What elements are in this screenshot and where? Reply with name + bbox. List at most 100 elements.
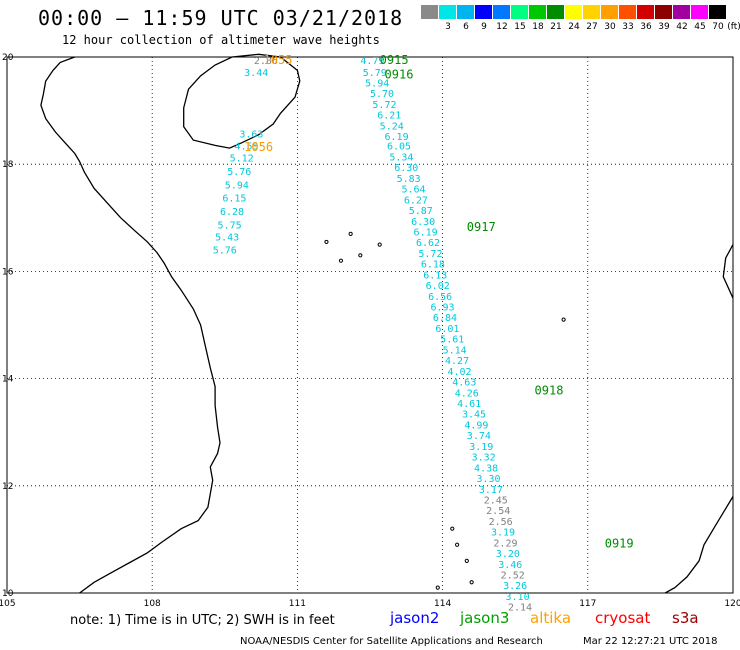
legend-label: 70 (712, 22, 724, 32)
wave-height-value: 5.64 (401, 185, 425, 196)
wave-height-value: 6.21 (377, 111, 401, 122)
wave-height-value: 5.75 (218, 221, 242, 232)
wave-height-value: 6.01 (435, 324, 459, 335)
legend-label: 45 (694, 22, 706, 32)
legend-label: 6 (463, 22, 469, 32)
wave-height-value: 5.14 (443, 345, 467, 356)
wave-height-value: 3.74 (467, 431, 491, 442)
wave-height-value: 4.38 (474, 463, 498, 474)
satellite-jason3: jason3 (460, 609, 510, 627)
lat-tick-label: 18 (2, 160, 14, 170)
wave-height-value: 6.28 (220, 207, 244, 218)
pass-time-label: 0919 (605, 536, 634, 550)
wave-height-value: 6.18 (421, 260, 445, 271)
legend-label: 24 (568, 22, 580, 32)
legend-label: 33 (622, 22, 634, 32)
island-marker (358, 253, 363, 258)
wave-height-value: 5.24 (380, 121, 404, 132)
legend-label: 21 (550, 22, 562, 32)
pass-time-label: 0915 (380, 53, 409, 67)
legend-swatch (511, 5, 529, 19)
island-marker (435, 585, 440, 590)
wave-height-value: 6.56 (428, 292, 452, 303)
wave-height-value: 2.86 (254, 56, 278, 67)
color-legend: 3 6 9 12 15 18 21 24 27 30 33 36 39 42 45 70 (ft) (421, 5, 740, 35)
legend-swatch (439, 5, 457, 19)
page-title: 00:00 – 11:59 UTC 03/21/2018 (38, 6, 404, 30)
legend-swatch (709, 5, 727, 19)
lon-tick-label: 111 (289, 599, 306, 609)
wave-height-value: 6.19 (385, 132, 409, 143)
satellite-s3a: s3a (672, 609, 699, 627)
palawan-coastline (664, 496, 734, 594)
legend-swatch (421, 5, 439, 19)
page-subtitle: 12 hour collection of altimeter wave hei… (62, 33, 380, 47)
island-marker (324, 239, 329, 245)
pass-time-label: 1056 (244, 140, 273, 154)
wave-height-value: 5.94 (225, 180, 249, 191)
wave-height-value: 5.79 (363, 68, 387, 79)
lat-tick-label: 10 (2, 589, 14, 599)
legend-swatch (601, 5, 619, 19)
wave-height-value: 5.76 (213, 246, 237, 257)
wave-height-value: 5.61 (440, 335, 464, 346)
lon-tick-label: 120 (724, 599, 740, 609)
wave-height-value: 6.05 (387, 142, 411, 153)
legend-label: 39 (658, 22, 670, 32)
legend-label: 12 (496, 22, 508, 32)
legend-swatch (493, 5, 511, 19)
wave-height-value: 6.84 (433, 313, 457, 324)
legend-label: 3 (445, 22, 451, 32)
island-marker (464, 558, 469, 563)
legend-swatch (583, 5, 601, 19)
wave-height-value: 6.19 (414, 227, 438, 238)
wave-height-value: 4.61 (457, 399, 481, 410)
legend-swatch (529, 5, 547, 19)
hainan-coastline (183, 53, 301, 149)
lat-tick-label: 12 (2, 482, 13, 492)
island-marker (469, 580, 474, 585)
wave-height-value: 6.27 (404, 195, 428, 206)
island-marker (338, 258, 344, 263)
lon-tick-label: 117 (579, 599, 596, 609)
wave-height-value: 6.15 (222, 194, 246, 205)
legend-label: 42 (676, 22, 688, 32)
legend-swatch (655, 5, 673, 19)
wave-height-value: 6.93 (431, 303, 455, 314)
wave-height-value: 3.19 (491, 528, 515, 539)
map-frame (6, 56, 734, 594)
lon-tick-label: 114 (434, 599, 451, 609)
wave-height-value: 5.12 (230, 154, 254, 165)
wave-height-value: 2.45 (484, 495, 508, 506)
wave-height-value: 4.26 (455, 388, 479, 399)
wave-height-value: 5.70 (370, 89, 394, 100)
legend-label: 9 (481, 22, 487, 32)
wave-height-value: 4.27 (445, 356, 469, 367)
wave-height-value: 5.94 (365, 78, 389, 89)
wave-height-value: 2.52 (501, 571, 525, 582)
island-marker (377, 242, 382, 247)
wave-height-value: 4.02 (447, 367, 471, 378)
legend-swatch (457, 5, 475, 19)
wave-height-value: 3.20 (496, 549, 520, 560)
island-marker (455, 542, 460, 547)
wave-height-value: 4.99 (464, 420, 488, 431)
wave-height-value: 6.30 (394, 163, 418, 174)
legend-label: 36 (640, 22, 652, 32)
wave-height-value: 3.32 (472, 453, 496, 464)
wave-height-value: 5.34 (389, 152, 413, 163)
legend-swatch (565, 5, 583, 19)
wave-height-value: 4.79 (360, 56, 384, 67)
legend-swatch (637, 5, 655, 19)
satellite-altika: altika (530, 609, 572, 627)
lat-tick-label: 20 (2, 53, 14, 63)
luzon-coastline (722, 244, 734, 299)
wave-height-value: 3.46 (498, 560, 522, 571)
legend-label: 18 (532, 22, 544, 32)
footnote: note: 1) Time is in UTC; 2) SWH is in fe… (70, 613, 335, 628)
wave-height-value: 6.62 (416, 238, 440, 249)
wave-height-value: 3.10 (506, 592, 530, 603)
wave-height-value: 6.02 (426, 281, 450, 292)
legend-label: 15 (514, 22, 526, 32)
legend-swatch (475, 5, 493, 19)
